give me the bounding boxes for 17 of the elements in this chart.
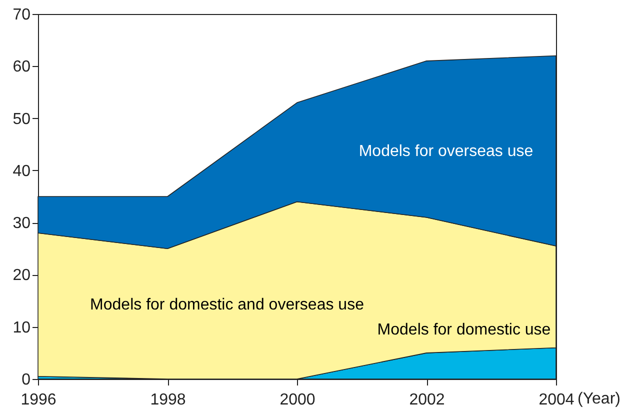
series-label: Models for domestic use xyxy=(377,321,551,338)
y-tick-label: 30 xyxy=(12,215,31,232)
x-tick-label: 1996 xyxy=(20,392,56,408)
series-label: Models for domestic and overseas use xyxy=(90,296,364,314)
x-tick-label: 2004 xyxy=(538,392,574,408)
x-tick-label: 1998 xyxy=(150,392,186,408)
y-tick-label: 60 xyxy=(12,58,31,76)
series-label: Models for overseas use xyxy=(358,142,534,160)
x-tick-label: 2000 xyxy=(280,392,316,408)
y-tick-label: 70 xyxy=(12,6,31,24)
y-tick-label: 50 xyxy=(12,110,31,128)
y-tick-label: 40 xyxy=(12,162,31,180)
y-tick-label: 0 xyxy=(22,372,31,388)
y-tick-label: 10 xyxy=(12,319,31,336)
x-tick-label: 2002 xyxy=(409,392,445,408)
x-axis-title: (Year) xyxy=(578,390,620,408)
y-tick-label: 20 xyxy=(12,267,31,284)
